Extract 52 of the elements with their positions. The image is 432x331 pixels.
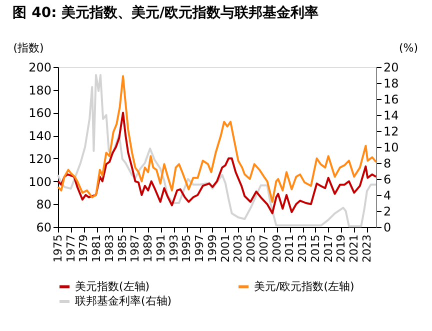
- y2-tick-label: 2: [384, 204, 392, 218]
- y2-tick-label: 16: [384, 92, 399, 106]
- legend-label: 美元指数(左轴): [75, 280, 150, 293]
- x-tick-label: 2013: [296, 234, 310, 262]
- y-tick-label: 100: [28, 174, 52, 189]
- chart-title: 图 40: 美元指数、美元/欧元指数与联邦基金利率: [12, 4, 319, 21]
- x-tick-label: 1979: [77, 234, 90, 262]
- y2-tick-label: 0: [384, 220, 392, 234]
- x-tick-label: 1977: [64, 234, 78, 262]
- x-tick-label: 2015: [308, 234, 322, 262]
- y2-tick-label: 8: [384, 156, 392, 170]
- x-tick-label: 1983: [103, 234, 116, 262]
- legend-label: 美元/欧元指数(左轴): [254, 280, 354, 293]
- y2-tick-label: 18: [384, 76, 399, 90]
- x-tick-label: 2021: [348, 234, 361, 262]
- y-tick-label: 60: [36, 220, 52, 234]
- x-tick-label: 2007: [257, 234, 270, 262]
- x-tick-label: 2001: [218, 234, 232, 262]
- y-axis-title: (指数): [13, 42, 44, 54]
- line-series: [57, 112, 377, 214]
- y2-tick-label: 14: [384, 108, 399, 122]
- y2-tick-label: 4: [384, 188, 392, 202]
- x-tick-label: 1995: [180, 234, 194, 262]
- y-tick-label: 180: [28, 83, 52, 98]
- x-tick-label: 1997: [193, 234, 206, 262]
- x-tick-label: 2003: [232, 234, 245, 262]
- legend-label: 联邦基金利率(右轴): [75, 294, 172, 308]
- x-tick-label: 1987: [128, 234, 142, 262]
- y2-tick-label: 6: [384, 172, 392, 186]
- x-tick-label: 1991: [154, 234, 168, 262]
- x-tick-label: 2005: [244, 234, 258, 262]
- x-tick-label: 1993: [167, 234, 180, 262]
- x-tick-label: 1989: [142, 234, 155, 262]
- line-series: [57, 75, 377, 203]
- y-tick-label: 120: [28, 152, 52, 166]
- y2-tick-label: 10: [384, 140, 399, 154]
- x-tick-label: 2023: [360, 234, 374, 262]
- y-tick-label: 140: [28, 129, 52, 144]
- x-tick-label: 1981: [90, 234, 104, 262]
- x-tick-label: 1975: [52, 234, 64, 262]
- x-tick-label: 2009: [270, 234, 284, 262]
- y2-tick-label: 12: [384, 124, 399, 138]
- x-tick-label: 2017: [322, 234, 335, 262]
- x-tick-label: 2011: [283, 234, 296, 262]
- y-tick-label: 200: [28, 60, 52, 74]
- x-tick-label: 2019: [334, 234, 348, 262]
- y-tick-label: 160: [28, 106, 52, 120]
- y2-tick-label: 20: [384, 60, 399, 74]
- x-tick-label: 1985: [116, 234, 129, 262]
- y2-axis-title: (%): [398, 42, 418, 54]
- x-tick-label: 1999: [206, 234, 219, 262]
- y-tick-label: 80: [36, 198, 52, 212]
